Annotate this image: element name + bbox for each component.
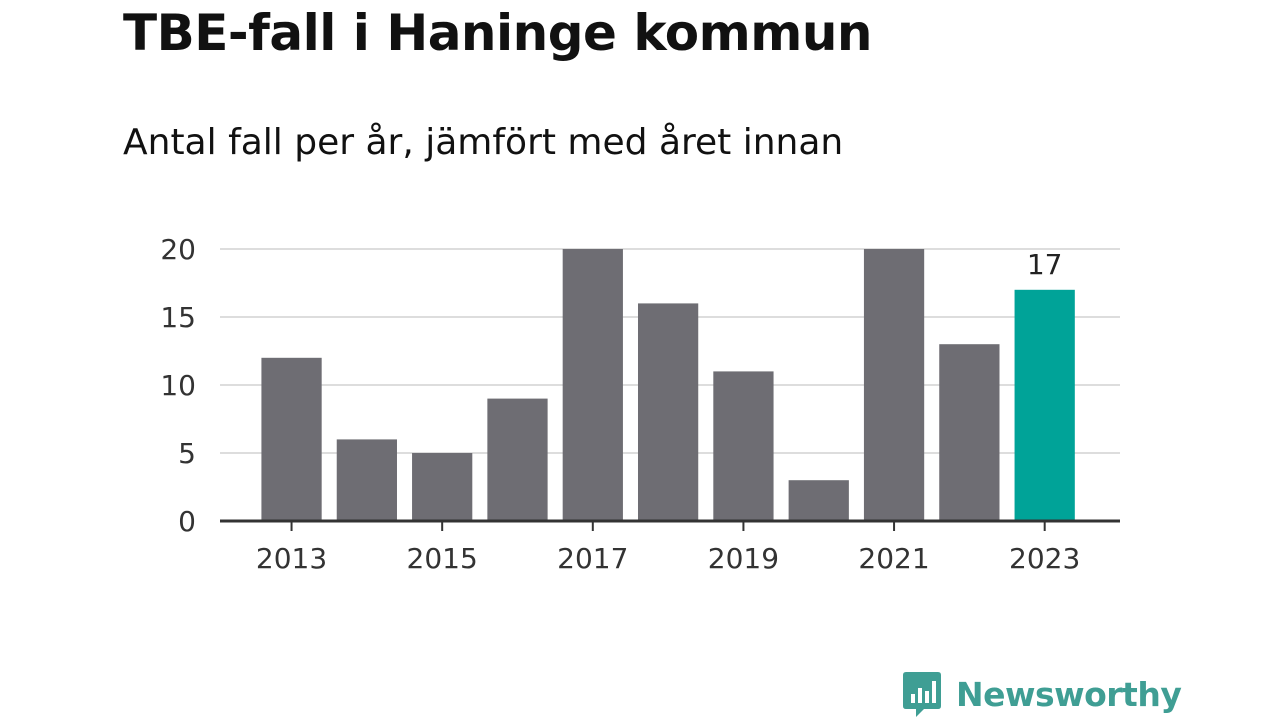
bar-2013 bbox=[261, 357, 322, 521]
bar-2022 bbox=[939, 344, 1000, 521]
chart-subtitle: Antal fall per år, jämfört med året inna… bbox=[123, 122, 844, 163]
bar-2021 bbox=[863, 249, 925, 521]
y-tick-label-20: 20 bbox=[160, 233, 196, 266]
bar-2018 bbox=[637, 303, 699, 521]
y-tick-label-15: 15 bbox=[160, 301, 196, 334]
newsworthy-logo-icon bbox=[903, 672, 941, 717]
brand-name: Newsworthy bbox=[956, 674, 1182, 714]
data-label-2023: 17 bbox=[1027, 248, 1063, 281]
x-tick-label-2013: 2013 bbox=[256, 542, 327, 575]
bar-2014 bbox=[336, 439, 397, 521]
bar-2020 bbox=[788, 480, 849, 521]
x-tick-label-2021: 2021 bbox=[858, 542, 929, 575]
brand-logo: Newsworthy bbox=[902, 670, 1182, 718]
x-tick-label-2023: 2023 bbox=[1009, 542, 1080, 575]
bar-2023 bbox=[1014, 289, 1075, 521]
bar-2017 bbox=[562, 249, 623, 521]
bar-2019 bbox=[713, 371, 774, 521]
y-tick-label-10: 10 bbox=[160, 369, 196, 402]
x-tick-label-2019: 2019 bbox=[708, 542, 779, 575]
y-tick-label-5: 5 bbox=[178, 437, 196, 470]
bar-2015 bbox=[412, 453, 473, 521]
x-tick-label-2015: 2015 bbox=[407, 542, 478, 575]
bar-2016 bbox=[487, 398, 548, 521]
x-tick-label-2017: 2017 bbox=[557, 542, 628, 575]
chart-title: TBE-fall i Haninge kommun bbox=[123, 4, 873, 62]
y-tick-label-0: 0 bbox=[178, 505, 196, 538]
